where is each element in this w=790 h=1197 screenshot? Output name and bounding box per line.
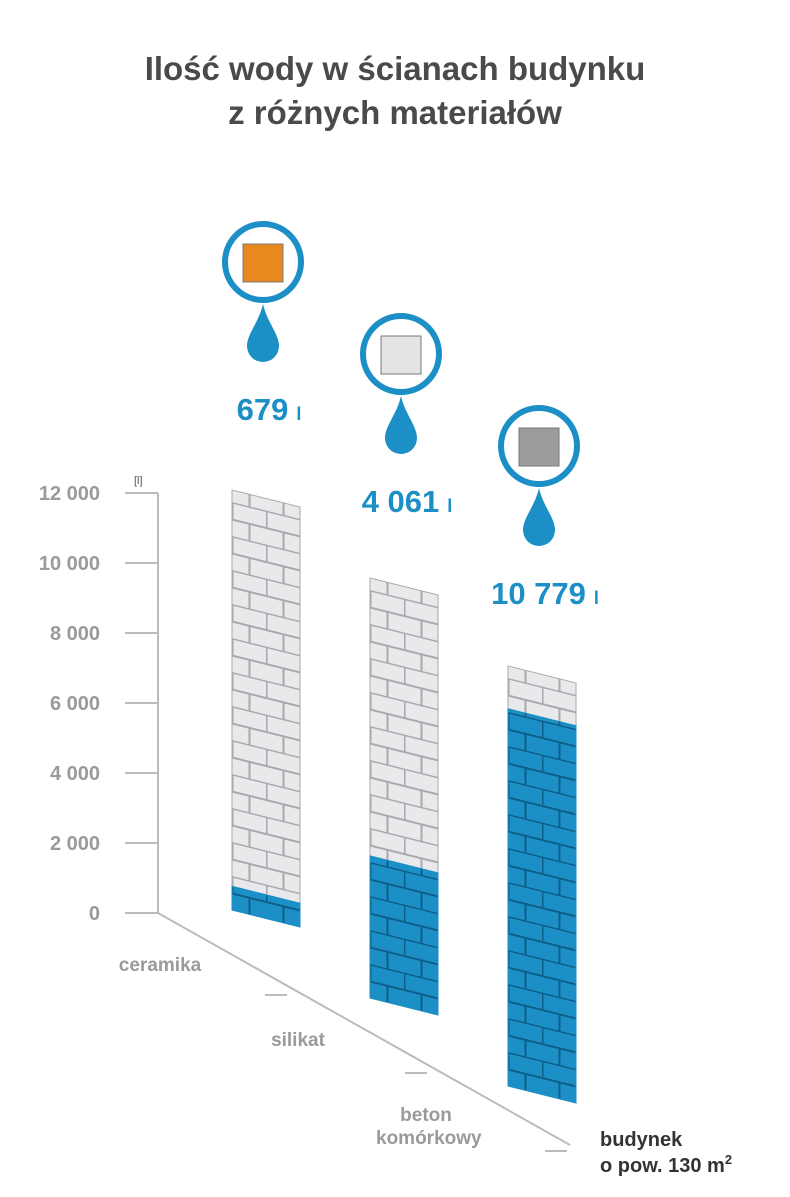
value-number: 679: [237, 392, 289, 427]
x-label: budynek: [600, 1129, 683, 1151]
x-tick-label: beton komórkowy: [376, 1105, 482, 1149]
y-tick-label: 2 000: [50, 833, 100, 855]
title-line: z różnych materiałów: [228, 94, 562, 131]
icon-block: [380, 335, 422, 375]
wall: [507, 665, 577, 1104]
bar: [507, 708, 577, 1104]
x-label-text: o pow. 130 m: [600, 1155, 725, 1177]
value-label: 4 061 l: [362, 484, 453, 519]
depth-axis: [157, 912, 571, 1146]
wall: [231, 489, 301, 928]
y-tick-label: 0: [89, 903, 100, 925]
bar: [369, 855, 439, 1016]
drop: [385, 396, 417, 454]
value-unit: l: [296, 404, 301, 424]
value-label: 679 l: [237, 392, 302, 427]
x-tick-label: ceramika: [118, 955, 202, 976]
y-tick-label: 6 000: [50, 693, 100, 715]
value-number: 4 061: [362, 484, 440, 519]
value-unit: l: [594, 588, 599, 608]
icon-block: [518, 427, 560, 467]
icon-block: [242, 243, 284, 283]
x-label: o pow. 130 m2: [600, 1152, 732, 1177]
y-tick-label: 10 000: [39, 553, 100, 575]
title-line: Ilość wody w ścianach budynku: [145, 50, 646, 87]
x-tick-label: silikat: [271, 1030, 325, 1051]
y-tick-label: 4 000: [50, 763, 100, 785]
y-tick-label: 12 000: [39, 483, 100, 505]
drop: [523, 488, 555, 546]
value-label: 10 779 l: [491, 576, 599, 611]
y-unit: [l]: [134, 475, 143, 487]
x-label-sup: 2: [725, 1152, 732, 1167]
wall-dry: [231, 489, 301, 928]
drop: [247, 304, 279, 362]
y-tick-label: 8 000: [50, 623, 100, 645]
wall: [369, 577, 439, 1016]
value-unit: l: [447, 496, 452, 516]
bar: [231, 885, 301, 928]
value-number: 10 779: [491, 576, 586, 611]
